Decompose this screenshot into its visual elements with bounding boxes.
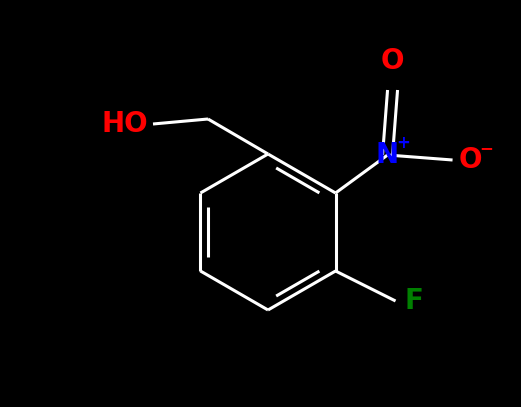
Text: HO: HO: [102, 110, 148, 138]
Text: O: O: [381, 47, 404, 75]
Text: O: O: [459, 146, 482, 174]
Text: −: −: [480, 139, 493, 157]
Text: F: F: [404, 287, 423, 315]
Text: N: N: [376, 141, 399, 169]
Text: +: +: [396, 134, 411, 152]
